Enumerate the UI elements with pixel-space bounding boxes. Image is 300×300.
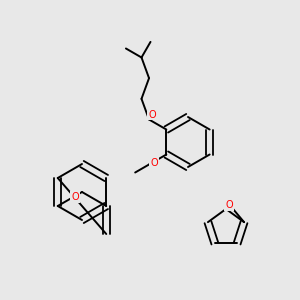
Text: O: O <box>71 192 79 202</box>
Text: O: O <box>148 110 156 119</box>
Text: O: O <box>150 158 158 167</box>
Text: O: O <box>225 200 233 210</box>
